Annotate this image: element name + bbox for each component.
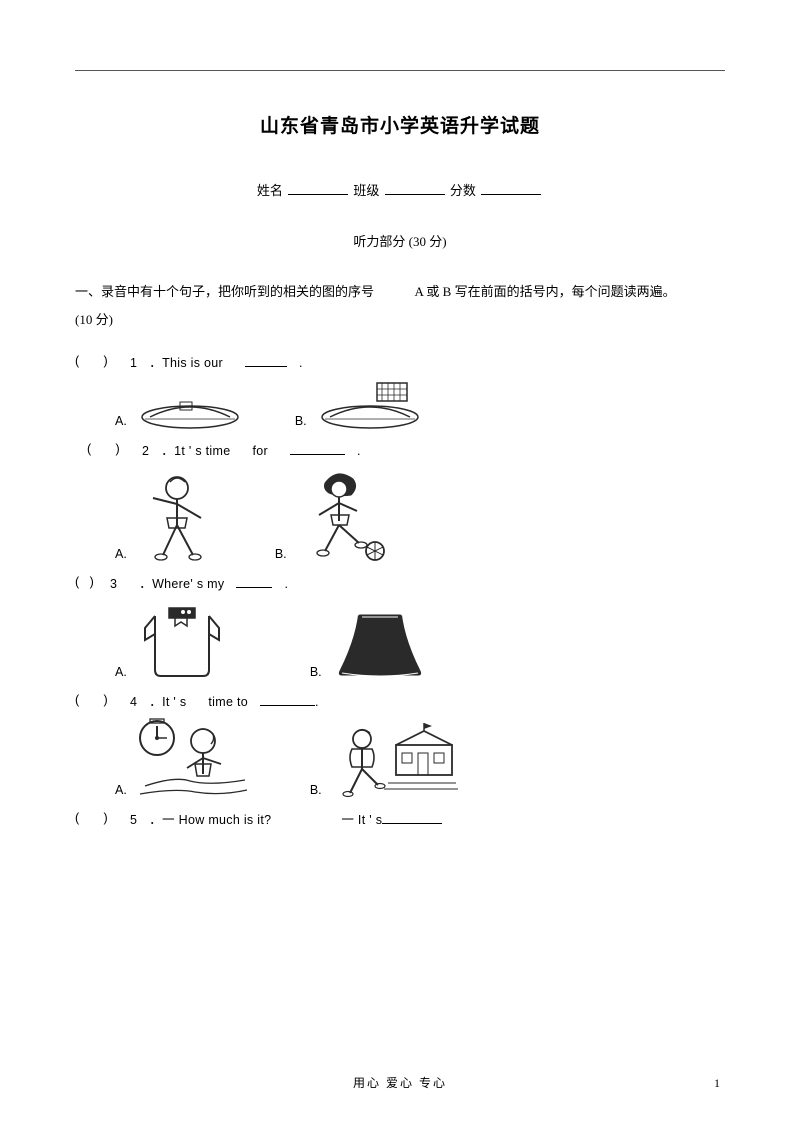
question-4-text: 4．It ' stime to. [130,691,319,710]
class-label: 班级 [353,183,379,198]
q1-image-a [135,387,245,432]
question-4-options: A. B. [115,716,725,801]
listening-section-label: 听力部分 (30 分) [75,231,725,250]
option-b-label: B. [275,547,287,565]
option-b-label: B. [310,665,322,683]
question-5-answer: 一 It ' s [341,809,442,828]
question-2-text: 2．1t ' s timefor. [142,440,361,459]
option-a-label: A. [115,665,127,683]
q1-image-b [315,377,425,432]
question-3-options: A. B. [115,598,725,683]
option-b-label: B. [295,414,307,432]
q2-image-a [135,470,225,565]
section-instructions: 一、录音中有十个句子，把你听到的相关的图的序号 A 或 B 写在前面的括号内，每… [75,282,725,303]
question-3-text: 3．Where' s my. [110,573,288,592]
question-1-options: A. B. [115,377,725,432]
option-a-label: A. [115,547,127,565]
option-a-label: A. [115,414,127,432]
question-1-text: 1．This is our. [130,352,303,371]
top-horizontal-rule [75,70,725,71]
exam-page: 山东省青岛市小学英语升学试题 姓名 班级 分数 听力部分 (30 分) 一、录音… [0,0,800,1131]
answer-paren[interactable]: ( ) [75,693,130,707]
score-blank[interactable] [481,181,541,195]
option-b-label: B. [310,783,322,801]
class-blank[interactable] [385,181,445,195]
q3-image-b [330,603,430,683]
exam-title: 山东省青岛市小学英语升学试题 [75,111,725,138]
option-a-label: A. [115,783,127,801]
answer-paren[interactable]: ( ) [75,354,130,368]
instruction-prefix: 一、录音中有十个句子，把你听到的相关的图的序号 [75,284,374,299]
q4-image-a [135,716,250,801]
score-label: 分数 [450,183,476,198]
question-3: ( ) 3．Where' s my. [75,573,725,592]
question-5: ( ) 5．一 How much is it? 一 It ' s [75,809,725,828]
name-label: 姓名 [257,183,283,198]
question-2: ( ) 2．1t ' s timefor. [87,440,725,459]
answer-paren[interactable]: ( ) [87,442,142,456]
answer-paren[interactable]: ( ) [75,811,130,825]
instruction-suffix: A 或 B 写在前面的括号内，每个问题读两遍。 [415,284,676,299]
page-number: 1 [714,1076,720,1091]
question-2-options: A. B. [115,465,725,565]
question-5-text: 5．一 How much is it? [130,809,271,828]
student-info-line: 姓名 班级 分数 [75,180,725,199]
name-blank[interactable] [288,181,348,195]
points-line: (10 分) [75,309,725,328]
page-footer: 用心 爱心 专心 [0,1074,800,1091]
question-1: ( ) 1．This is our. [75,352,725,371]
answer-paren[interactable]: ( ) [75,575,110,589]
q3-image-a [135,598,230,683]
q4-image-b [330,721,460,801]
q2-image-b [295,465,395,565]
question-4: ( ) 4．It ' stime to. [75,691,725,710]
